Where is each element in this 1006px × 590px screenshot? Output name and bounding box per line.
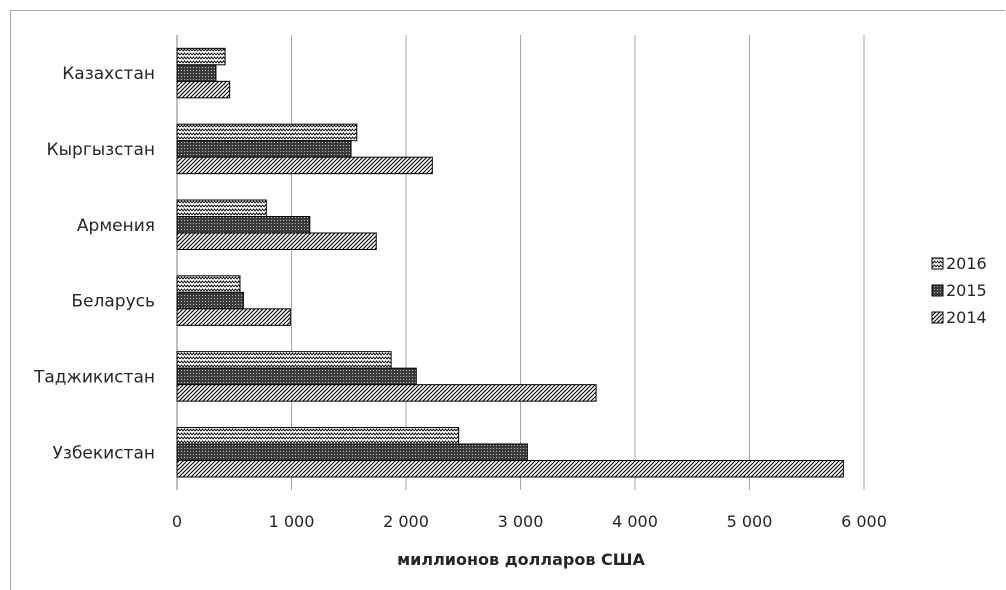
x-tick-labels: 0 1 000 2 000 3 000 4 000 5 000 6 000 [172,512,887,531]
category-label: Армения [77,216,155,236]
category-labels: Узбекистан Таджикистан Беларусь Армения Кырг… [33,64,155,463]
category-label: Таджикистан [33,367,155,387]
bar-2016 [176,351,392,369]
chart-frame [10,10,1005,590]
bar-2014 [176,384,597,402]
bar-2016 [176,123,358,142]
gridlines [176,35,865,490]
legend-swatch-2014 [931,311,944,324]
bars [176,47,844,478]
legend-label-2014: 2014 [946,308,987,327]
bar-2015 [176,140,352,158]
bar-2015 [176,443,528,461]
bar-2016 [176,427,460,445]
category-label: Кыргызстан [47,140,155,160]
legend: 2016 2015 2014 [931,254,987,327]
legend-swatch-2016 [931,257,944,270]
bar-2014 [176,308,291,326]
legend-label-2016: 2016 [946,254,987,273]
bar-2014 [176,80,231,99]
x-tick-label: 4 000 [612,512,658,531]
category-label: Беларусь [71,292,155,312]
x-tick-label: 6 000 [841,512,887,531]
bar-2016 [176,275,241,293]
x-tick-label: 3 000 [498,512,544,531]
x-tick-label: 1 000 [269,512,315,531]
x-tick-label: 0 [172,512,182,531]
x-axis-title: миллионов долларов США [397,550,645,569]
bar-2015 [176,291,244,310]
bar-2015 [176,64,217,82]
bar-2016 [176,47,226,66]
category-label: Казахстан [62,64,155,84]
bar-2015 [176,216,311,234]
bar-2016 [176,199,267,217]
bar-2015 [176,367,417,386]
category-label: Узбекистан [53,443,155,463]
legend-swatch-2015 [931,284,944,297]
legend-label-2015: 2015 [946,281,987,300]
bar-2014 [176,460,844,478]
x-tick-label: 2 000 [383,512,429,531]
bar-2014 [176,156,433,175]
bar-2014 [176,232,377,250]
x-tick-label: 5 000 [727,512,773,531]
